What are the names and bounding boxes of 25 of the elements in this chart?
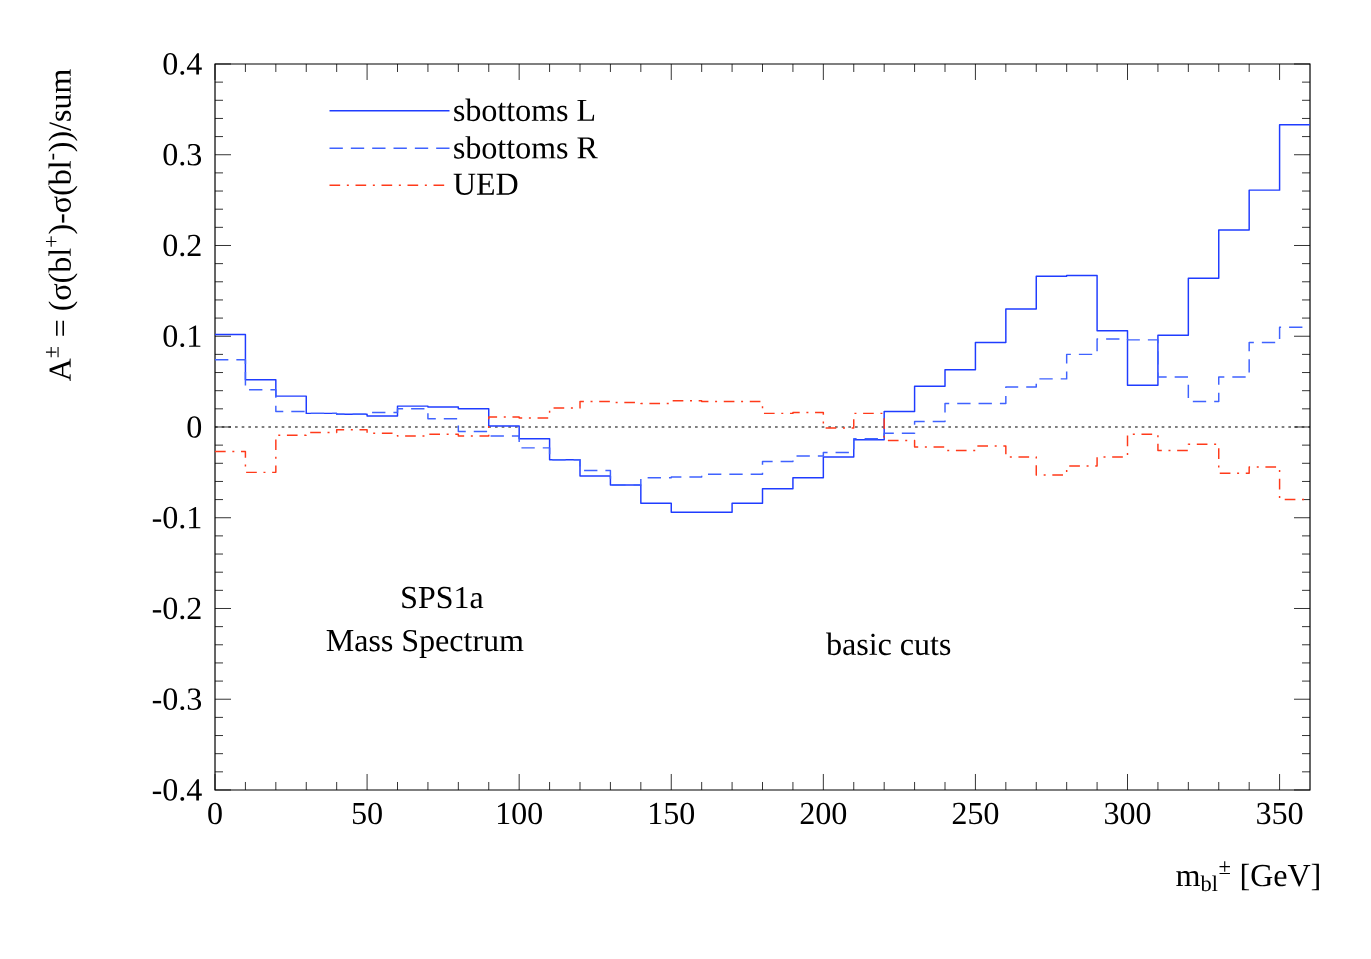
y-tick-label: 0 xyxy=(187,416,202,438)
x-tick-label: 100 xyxy=(497,802,542,825)
legend-label: sbottoms L xyxy=(454,98,595,122)
annotation: basic cuts xyxy=(826,632,951,656)
y-tick-label: -0.4 xyxy=(152,779,202,801)
x-tick-label: 200 xyxy=(800,802,847,825)
annotation: SPS1a xyxy=(402,586,484,609)
y-tick-label: -0.1 xyxy=(152,506,201,529)
x-tick-label: 250 xyxy=(952,802,999,825)
legend-label: UED xyxy=(453,173,518,195)
x-tick-label: 350 xyxy=(1257,802,1303,825)
y-tick-label: -0.2 xyxy=(152,597,201,620)
y-tick-label: -0.3 xyxy=(152,688,202,711)
y-tick-label: 0.1 xyxy=(163,325,201,348)
legend-label: sbottoms R xyxy=(454,136,598,159)
y-tick-label: 0.3 xyxy=(163,143,202,166)
x-axis-title: m$_{bl}$$^{±}$ [GeV] xyxy=(1176,861,1319,892)
y-tick-label: 0.4 xyxy=(163,53,202,75)
y-tick-label: 0.2 xyxy=(163,234,201,257)
y-axis-title: A$^{±}$ = (σ(bl$^{+}$)-σ(bl$^{-}$))/sum xyxy=(45,69,78,382)
x-tick-label: 150 xyxy=(650,802,695,825)
x-tick-label: 300 xyxy=(1105,802,1151,825)
x-tick-label: 50 xyxy=(352,802,382,825)
x-tick-label: 0 xyxy=(208,802,222,825)
annotation: Mass Spectrum xyxy=(326,629,524,658)
